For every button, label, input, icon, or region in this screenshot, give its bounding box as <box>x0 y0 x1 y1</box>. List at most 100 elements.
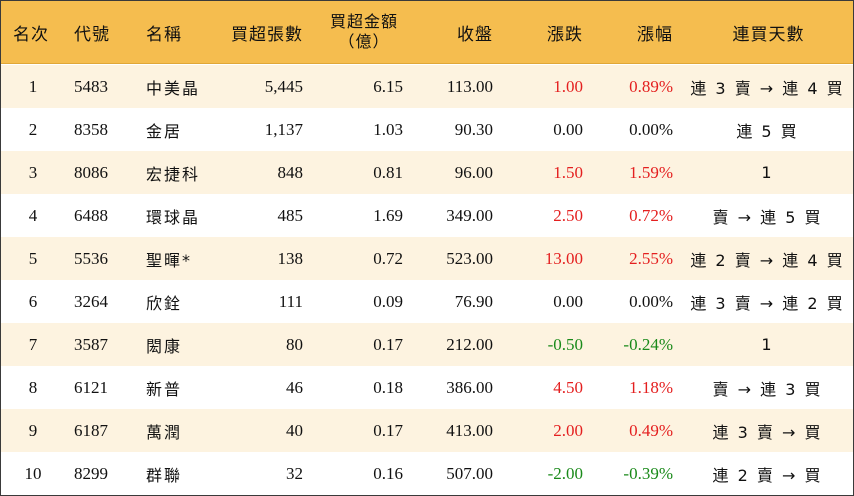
cell-change-pct: 1.18% <box>629 377 673 397</box>
cell-streak: 連 3 賣 → 連 4 買 <box>690 78 845 98</box>
cell-close: 76.90 <box>454 291 493 311</box>
cell-code: 6488 <box>74 205 108 225</box>
cell-rank: 7 <box>28 334 38 354</box>
cell-code: 6121 <box>74 377 108 397</box>
cell-rank: 5 <box>28 248 38 268</box>
header-net-lots: 買超張數 <box>231 24 303 45</box>
header-net-amount-line1: 買超金額 <box>329 12 398 31</box>
cell-rank: 9 <box>28 420 38 440</box>
cell-net-lots: 1,137 <box>264 119 303 139</box>
cell-change-pct: -0.39% <box>623 463 673 483</box>
header-close: 收盤 <box>457 24 493 45</box>
cell-net-amount: 0.72 <box>373 248 403 268</box>
table-row: 5 5536 聖暉* 138 0.72 523.00 13.00 2.55% 連 2 賣 → 連… <box>1 237 853 280</box>
cell-change: 1.50 <box>553 162 583 182</box>
cell-change: 4.50 <box>553 377 583 397</box>
table-row: 2 8358 金居 1,137 1.03 90.30 0.00 0.00% 連 5 買 <box>1 108 853 151</box>
cell-name: 聖暉* <box>146 250 193 270</box>
cell-change: -0.50 <box>547 334 583 354</box>
table-row: 10 8299 群聯 32 0.16 507.00 -2.00 -0.39% 連 2 賣 → 買 <box>1 452 853 495</box>
cell-net-lots: 46 <box>286 377 303 397</box>
cell-name: 中美晶 <box>146 78 201 98</box>
cell-name: 閎康 <box>146 336 183 356</box>
cell-rank: 10 <box>24 463 42 483</box>
cell-close: 349.00 <box>446 205 493 225</box>
cell-change: -2.00 <box>547 463 583 483</box>
cell-net-lots: 80 <box>286 334 303 354</box>
cell-net-amount: 6.15 <box>373 76 403 96</box>
cell-change-pct: -0.24% <box>623 334 673 354</box>
cell-code: 3264 <box>74 291 108 311</box>
cell-net-lots: 848 <box>277 162 304 182</box>
table-row: 4 6488 環球晶 485 1.69 349.00 2.50 0.72% 賣 → 連 5 買 <box>1 194 853 237</box>
cell-change-pct: 0.00% <box>629 119 673 139</box>
header-change: 漲跌 <box>547 24 583 45</box>
header-code: 代號 <box>74 24 110 45</box>
cell-change-pct: 0.49% <box>629 420 673 440</box>
cell-net-amount: 0.18 <box>373 377 403 397</box>
cell-close: 523.00 <box>446 248 493 268</box>
cell-change: 0.00 <box>553 119 583 139</box>
cell-change: 0.00 <box>553 291 583 311</box>
cell-streak: 連 2 賣 → 買 <box>712 465 823 485</box>
cell-close: 507.00 <box>446 463 493 483</box>
header-net-amount: 買超金額 （億） <box>319 1 409 63</box>
cell-name: 環球晶 <box>146 207 201 227</box>
cell-net-lots: 138 <box>277 248 304 268</box>
cell-change: 13.00 <box>544 248 583 268</box>
cell-rank: 4 <box>28 205 38 225</box>
cell-code: 6187 <box>74 420 108 440</box>
cell-streak: 連 2 賣 → 連 4 買 <box>690 250 845 270</box>
cell-change: 2.50 <box>553 205 583 225</box>
cell-net-lots: 111 <box>278 291 303 311</box>
cell-rank: 1 <box>28 76 38 96</box>
table-row: 7 3587 閎康 80 0.17 212.00 -0.50 -0.24% 1 <box>1 323 853 366</box>
cell-code: 3587 <box>74 334 108 354</box>
cell-code: 5483 <box>74 76 108 96</box>
cell-streak: 連 3 賣 → 買 <box>712 422 823 442</box>
cell-net-amount: 0.17 <box>373 420 403 440</box>
cell-rank: 6 <box>28 291 38 311</box>
cell-code: 8358 <box>74 119 108 139</box>
cell-change: 1.00 <box>553 76 583 96</box>
cell-net-lots: 5,445 <box>264 76 303 96</box>
cell-streak: 1 <box>761 335 774 354</box>
cell-net-amount: 0.09 <box>373 291 403 311</box>
cell-change-pct: 0.89% <box>629 76 673 96</box>
cell-change-pct: 2.55% <box>629 248 673 268</box>
cell-name: 群聯 <box>146 465 183 485</box>
cell-name: 金居 <box>146 121 183 141</box>
cell-close: 212.00 <box>446 334 493 354</box>
cell-code: 5536 <box>74 248 108 268</box>
cell-close: 96.00 <box>454 162 493 182</box>
cell-close: 90.30 <box>454 119 493 139</box>
table-row: 3 8086 宏捷科 848 0.81 96.00 1.50 1.59% 1 <box>1 151 853 194</box>
table-row: 8 6121 新普 46 0.18 386.00 4.50 1.18% 賣 → 連 3 買 <box>1 366 853 409</box>
cell-rank: 8 <box>28 377 38 397</box>
cell-close: 386.00 <box>446 377 493 397</box>
cell-code: 8086 <box>74 162 108 182</box>
cell-net-amount: 1.03 <box>373 119 403 139</box>
cell-close: 113.00 <box>446 76 493 96</box>
cell-net-amount: 0.81 <box>373 162 403 182</box>
cell-code: 8299 <box>74 463 108 483</box>
cell-change-pct: 0.00% <box>629 291 673 311</box>
cell-streak: 賣 → 連 5 買 <box>712 207 823 227</box>
header-change-pct: 漲幅 <box>637 24 673 45</box>
cell-net-amount: 0.17 <box>373 334 403 354</box>
cell-streak: 連 3 賣 → 連 2 買 <box>690 293 845 313</box>
cell-change-pct: 1.59% <box>629 162 673 182</box>
cell-name: 新普 <box>146 379 183 399</box>
cell-streak: 連 5 買 <box>736 121 799 141</box>
header-net-amount-line2: （億） <box>338 32 390 51</box>
cell-net-amount: 0.16 <box>373 463 403 483</box>
header-streak: 連買天數 <box>732 24 805 45</box>
cell-streak: 賣 → 連 3 買 <box>712 379 823 399</box>
table-row: 6 3264 欣銓 111 0.09 76.90 0.00 0.00% 連 3 賣 → 連 2 … <box>1 280 853 323</box>
cell-rank: 2 <box>28 119 38 139</box>
cell-net-amount: 1.69 <box>373 205 403 225</box>
header-name: 名稱 <box>146 24 182 45</box>
table-row: 9 6187 萬潤 40 0.17 413.00 2.00 0.49% 連 3 賣 → 買 <box>1 409 853 452</box>
cell-change-pct: 0.72% <box>629 205 673 225</box>
